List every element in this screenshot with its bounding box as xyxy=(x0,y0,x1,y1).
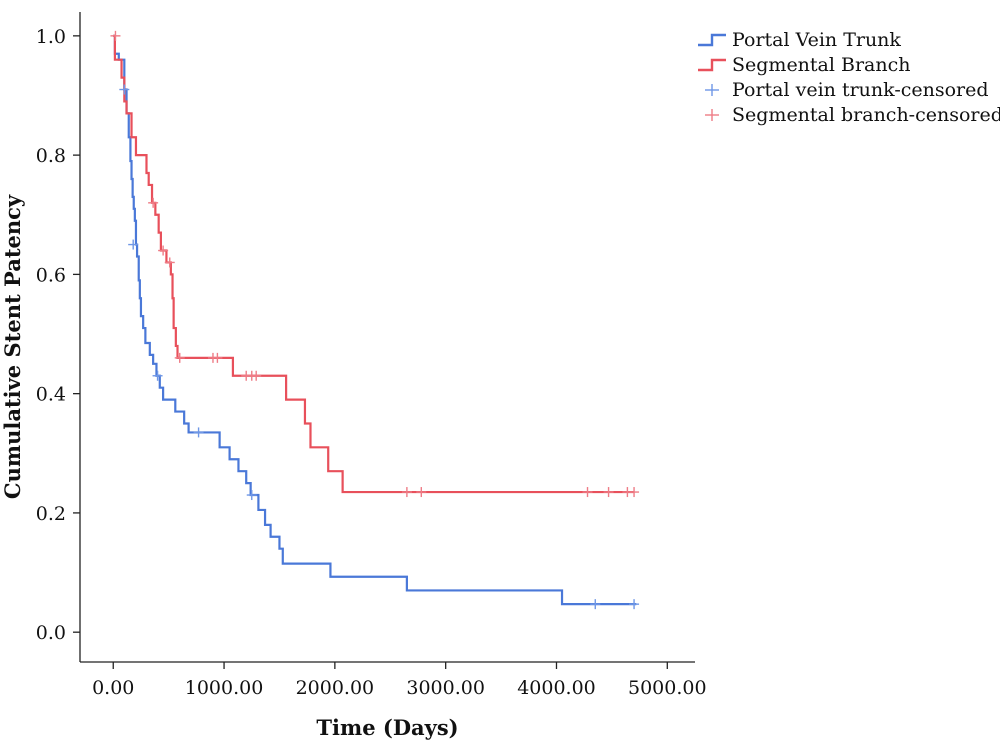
censor-mark xyxy=(629,599,640,610)
y-tick-label: 0.8 xyxy=(36,145,66,167)
x-tick-label: 4000.00 xyxy=(517,677,596,699)
legend-label: Segmental Branch xyxy=(732,54,911,76)
x-tick-label: 0.00 xyxy=(92,677,134,699)
censor-mark xyxy=(582,487,593,498)
y-tick-label: 0.6 xyxy=(36,264,66,286)
legend-item: Portal Vein Trunk xyxy=(698,29,901,51)
censor-mark xyxy=(590,599,601,610)
x-tick-label: 5000.00 xyxy=(628,677,707,699)
y-axis-title: Cumulative Stent Patency xyxy=(0,194,25,499)
censor-mark xyxy=(401,487,412,498)
censor-mark xyxy=(110,30,121,41)
censor-mark xyxy=(164,257,175,268)
legend-swatch xyxy=(698,33,726,47)
censor-mark xyxy=(212,352,223,363)
legend-item: Segmental branch-censored xyxy=(705,104,1000,126)
axes xyxy=(79,12,695,663)
censor-mark xyxy=(174,352,185,363)
censor-mark xyxy=(152,370,163,381)
series-line-1 xyxy=(113,34,635,494)
censor-mark xyxy=(148,197,159,208)
censor-layer xyxy=(110,30,640,610)
x-tick-label: 2000.00 xyxy=(296,677,375,699)
legend: Portal Vein Trunk Segmental Branch Portal … xyxy=(698,29,1000,126)
censor-mark xyxy=(158,245,169,256)
legend-item: Segmental Branch xyxy=(698,54,911,76)
x-tick-label: 3000.00 xyxy=(406,677,485,699)
x-axis-title: Time (Days) xyxy=(316,715,458,740)
legend-swatch xyxy=(698,58,726,72)
censor-mark xyxy=(119,84,130,95)
censor-mark xyxy=(193,427,204,438)
legend-label: Portal Vein Trunk xyxy=(732,29,901,51)
legend-label: Segmental branch-censored xyxy=(732,104,1000,126)
legend-item: Portal vein trunk-censored xyxy=(705,79,989,101)
y-tick-label: 0.0 xyxy=(36,622,66,644)
series-layer xyxy=(113,34,637,606)
censor-mark xyxy=(603,487,614,498)
y-tick-label: 1.0 xyxy=(36,26,66,48)
y-tick-label: 0.2 xyxy=(36,503,66,525)
censor-mark xyxy=(251,370,262,381)
x-ticks: 0.00 1000.00 2000.00 3000.00 4000.00 5000.00 xyxy=(92,662,707,699)
legend-label: Portal vein trunk-censored xyxy=(732,79,989,101)
x-tick-label: 1000.00 xyxy=(185,677,264,699)
y-tick-label: 0.4 xyxy=(36,384,66,406)
censor-mark xyxy=(416,487,427,498)
legend-swatch xyxy=(705,109,719,121)
y-ticks: 0.0 0.2 0.4 0.6 0.8 1.0 xyxy=(36,26,80,644)
censor-mark xyxy=(629,487,640,498)
censor-mark xyxy=(246,490,257,501)
censor-mark xyxy=(128,239,139,250)
legend-swatch xyxy=(705,84,719,96)
series-line-0 xyxy=(113,34,637,606)
